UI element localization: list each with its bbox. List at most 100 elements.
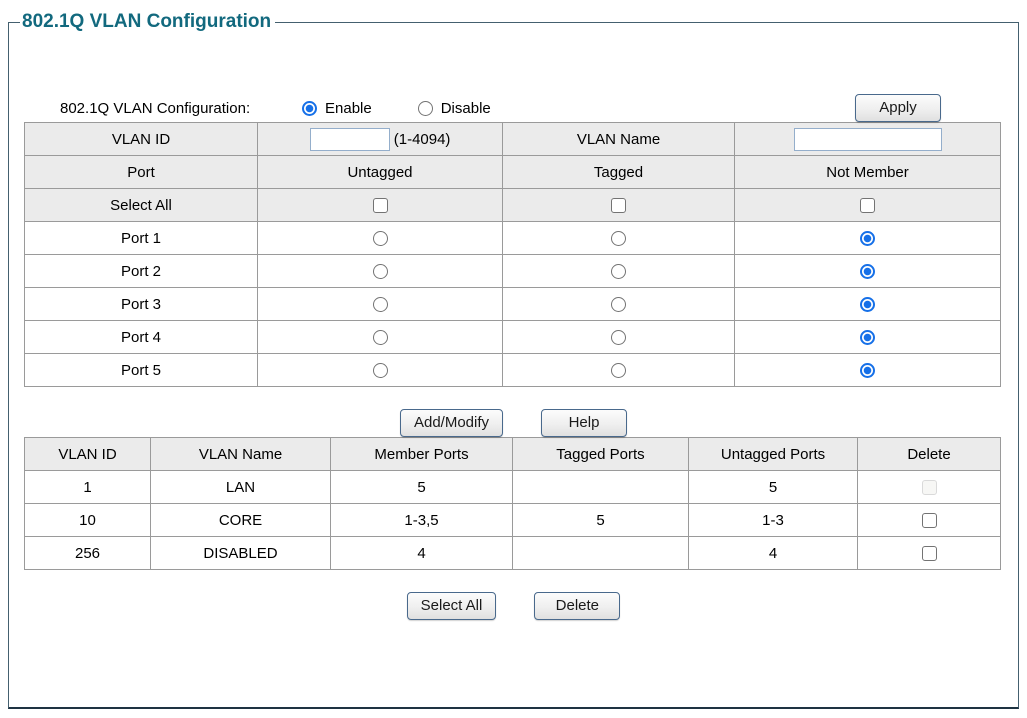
enable-radio-label: Enable bbox=[325, 99, 372, 117]
untagged-cell bbox=[257, 320, 503, 354]
vlan-name-cell bbox=[734, 122, 1001, 156]
vlan-name-value: DISABLED bbox=[150, 536, 331, 570]
tagged-radio[interactable] bbox=[611, 363, 626, 379]
member-ports-value: 5 bbox=[330, 470, 513, 504]
port-label: Port 3 bbox=[24, 287, 258, 321]
select-all-tagged-cell bbox=[502, 188, 735, 222]
add-modify-button[interactable]: Add/Modify bbox=[399, 409, 504, 437]
delete-cell bbox=[857, 470, 1001, 504]
select-all-row: Select All bbox=[24, 188, 1001, 222]
vlan-id-value: 10 bbox=[24, 503, 151, 537]
port-row: Port 5 bbox=[24, 353, 1001, 387]
select-all-untagged-checkbox[interactable] bbox=[372, 198, 388, 214]
tagged-cell bbox=[502, 287, 735, 321]
not-member-cell bbox=[734, 320, 1001, 354]
enable-radio-option[interactable]: Enable bbox=[302, 100, 372, 117]
port-row: Port 1 bbox=[24, 221, 1001, 255]
apply-button[interactable]: Apply bbox=[855, 94, 941, 122]
delete-cell bbox=[857, 503, 1001, 537]
select-all-not-member-checkbox[interactable] bbox=[860, 198, 875, 214]
vlan-row: 10 CORE 1-3,5 5 1-3 bbox=[24, 503, 1001, 537]
tagged-ports-header: Tagged Ports bbox=[512, 437, 689, 471]
untagged-ports-value: 1-3 bbox=[688, 503, 858, 537]
select-all-untagged-cell bbox=[257, 188, 503, 222]
vlan-id-name-row: VLAN ID (1-4094) VLAN Name bbox=[24, 122, 1001, 156]
tagged-radio[interactable] bbox=[611, 297, 626, 313]
disable-radio-label: Disable bbox=[440, 99, 491, 117]
not-member-radio[interactable] bbox=[860, 264, 875, 280]
delete-button[interactable]: Delete bbox=[534, 592, 621, 620]
tagged-radio[interactable] bbox=[611, 231, 626, 247]
untagged-cell bbox=[257, 353, 503, 387]
not-member-radio[interactable] bbox=[860, 330, 875, 346]
tagged-ports-value bbox=[512, 470, 689, 504]
port-column-header: Port bbox=[24, 155, 258, 189]
vlan-id-header: VLAN ID bbox=[24, 437, 151, 471]
untagged-radio[interactable] bbox=[372, 330, 388, 346]
vlan-name-label: VLAN Name bbox=[502, 122, 735, 156]
tagged-ports-value: 5 bbox=[512, 503, 689, 537]
port-label: Port 1 bbox=[24, 221, 258, 255]
untagged-radio[interactable] bbox=[372, 231, 388, 247]
untagged-radio[interactable] bbox=[372, 297, 388, 313]
not-member-column-header: Not Member bbox=[734, 155, 1001, 189]
untagged-cell bbox=[257, 287, 503, 321]
not-member-radio[interactable] bbox=[860, 297, 875, 313]
select-all-button[interactable]: Select All bbox=[406, 592, 497, 620]
vlan-name-value: LAN bbox=[150, 470, 331, 504]
vlan-id-cell: (1-4094) bbox=[257, 122, 503, 156]
vlan-edit-table: VLAN ID (1-4094) VLAN Name Port Untagged… bbox=[24, 122, 1001, 387]
vlan-name-input[interactable] bbox=[793, 127, 942, 151]
not-member-cell bbox=[734, 353, 1001, 387]
untagged-column-header: Untagged bbox=[257, 155, 503, 189]
tagged-cell bbox=[502, 221, 735, 255]
delete-checkbox[interactable] bbox=[921, 513, 937, 529]
not-member-radio[interactable] bbox=[860, 231, 875, 247]
select-all-not-member-cell bbox=[734, 188, 1001, 222]
port-label: Port 5 bbox=[24, 353, 258, 387]
enable-radio[interactable] bbox=[302, 100, 317, 116]
vlan-name-value: CORE bbox=[150, 503, 331, 537]
delete-header: Delete bbox=[857, 437, 1001, 471]
tagged-cell bbox=[502, 353, 735, 387]
member-ports-value: 4 bbox=[330, 536, 513, 570]
untagged-cell bbox=[257, 221, 503, 255]
not-member-radio[interactable] bbox=[860, 363, 875, 379]
help-button[interactable]: Help bbox=[541, 409, 628, 437]
vlan-list-header-row: VLAN ID VLAN Name Member Ports Tagged Po… bbox=[24, 437, 1001, 471]
tagged-ports-value bbox=[512, 536, 689, 570]
vlan-id-value: 1 bbox=[24, 470, 151, 504]
untagged-ports-value: 4 bbox=[688, 536, 858, 570]
vlan-config-panel: 802.1Q VLAN Configuration 802.1Q VLAN Co… bbox=[8, 10, 1019, 709]
vlan-id-input[interactable] bbox=[309, 127, 390, 151]
vlan-id-value: 256 bbox=[24, 536, 151, 570]
port-row: Port 3 bbox=[24, 287, 1001, 321]
untagged-radio[interactable] bbox=[372, 264, 388, 280]
vlan-row: 1 LAN 5 5 bbox=[24, 470, 1001, 504]
delete-checkbox[interactable] bbox=[921, 546, 937, 562]
untagged-ports-value: 5 bbox=[688, 470, 858, 504]
disable-radio[interactable] bbox=[417, 100, 433, 116]
vlan-id-range-hint: (1-4094) bbox=[393, 130, 451, 148]
vlan-name-header: VLAN Name bbox=[150, 437, 331, 471]
vlan-list-table: VLAN ID VLAN Name Member Ports Tagged Po… bbox=[24, 437, 1001, 570]
global-config-row: 802.1Q VLAN Configuration: Enable Disabl… bbox=[9, 94, 1018, 122]
list-actions-row: Select All Delete bbox=[9, 592, 1018, 620]
tagged-radio[interactable] bbox=[611, 264, 626, 280]
port-row: Port 4 bbox=[24, 320, 1001, 354]
vlan-row: 256 DISABLED 4 4 bbox=[24, 536, 1001, 570]
not-member-cell bbox=[734, 254, 1001, 288]
untagged-ports-header: Untagged Ports bbox=[688, 437, 858, 471]
port-row: Port 2 bbox=[24, 254, 1001, 288]
port-label: Port 2 bbox=[24, 254, 258, 288]
untagged-radio[interactable] bbox=[372, 363, 388, 379]
tagged-radio[interactable] bbox=[611, 330, 626, 346]
tagged-cell bbox=[502, 254, 735, 288]
untagged-cell bbox=[257, 254, 503, 288]
edit-actions-row: Add/Modify Help bbox=[9, 409, 1018, 437]
tagged-cell bbox=[502, 320, 735, 354]
disable-radio-option[interactable]: Disable bbox=[417, 99, 491, 117]
select-all-tagged-checkbox[interactable] bbox=[611, 198, 626, 214]
not-member-cell bbox=[734, 221, 1001, 255]
member-ports-header: Member Ports bbox=[330, 437, 513, 471]
